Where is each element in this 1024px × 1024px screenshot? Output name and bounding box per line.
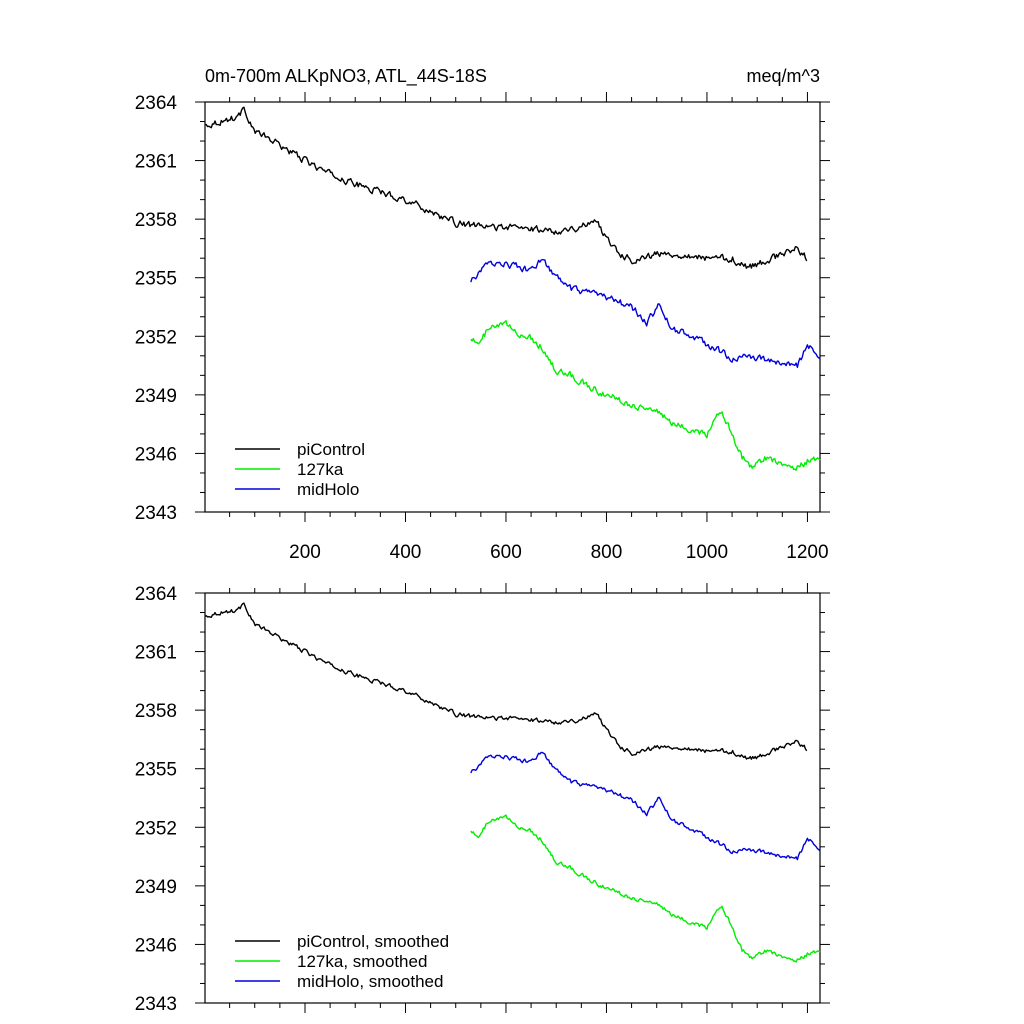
y-tick-label: 2349 — [135, 386, 177, 407]
series-line-0 — [204, 602, 808, 760]
y-tick-label: 2346 — [135, 935, 177, 956]
series-line-0 — [205, 106, 808, 269]
series-line-2 — [470, 258, 821, 368]
y-tick-label: 2361 — [135, 152, 177, 173]
top-panel: 200 400 600 800 1000 1200 2343 2346 2349 2352 2355… — [135, 92, 830, 563]
y-tick-label: 2349 — [135, 877, 177, 898]
y-tick-label: 2361 — [135, 643, 177, 664]
x-tick-label: 400 — [390, 542, 422, 563]
y-tick-label: 2352 — [135, 327, 177, 348]
y-tick-label: 2358 — [135, 210, 177, 231]
legend-label: piControl, smoothed — [297, 932, 449, 951]
units-label: meq/m^3 — [747, 66, 820, 86]
y-tick-label: 2364 — [135, 584, 178, 605]
y-tick-label: 2343 — [135, 994, 177, 1015]
series-line-1 — [470, 320, 821, 471]
y-tick-label: 2355 — [135, 760, 177, 781]
x-tick-label: 1200 — [786, 542, 828, 563]
y-tick-label: 2343 — [135, 503, 177, 524]
bottom-panel: 2343 2346 2349 2352 2355 2358 2361 2364 piContro… — [135, 583, 830, 1015]
chart-title: 0m-700m ALKpNO3, ATL_44S-18S — [205, 66, 487, 87]
series-line-1 — [470, 814, 821, 963]
x-tick-label: 1000 — [686, 542, 728, 563]
y-tick-label: 2352 — [135, 818, 177, 839]
legend-label: midHolo — [297, 480, 359, 499]
x-tick-label: 800 — [591, 542, 623, 563]
legend-label: piControl — [297, 440, 365, 459]
y-tick-label: 2355 — [135, 269, 177, 290]
x-tick-label: 600 — [490, 542, 522, 563]
y-tick-label: 2364 — [135, 93, 178, 114]
series-line-2 — [470, 751, 821, 861]
y-tick-label: 2346 — [135, 444, 177, 465]
y-tick-label: 2358 — [135, 701, 177, 722]
plot-frame — [204, 592, 821, 1004]
legend-label: 127ka, smoothed — [297, 952, 427, 971]
legend-label: midHolo, smoothed — [297, 972, 443, 991]
plot-frame — [204, 101, 821, 513]
legend-label: 127ka — [297, 460, 344, 479]
x-tick-label: 200 — [289, 542, 321, 563]
